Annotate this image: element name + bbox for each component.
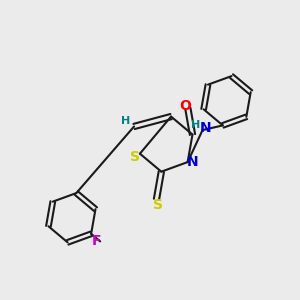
Text: N: N	[187, 155, 198, 169]
Text: H: H	[191, 120, 201, 130]
Text: S: S	[130, 150, 140, 164]
Text: H: H	[121, 116, 130, 126]
Text: N: N	[200, 121, 211, 135]
Text: F: F	[92, 234, 101, 248]
Text: S: S	[153, 197, 163, 212]
Text: O: O	[179, 98, 191, 112]
